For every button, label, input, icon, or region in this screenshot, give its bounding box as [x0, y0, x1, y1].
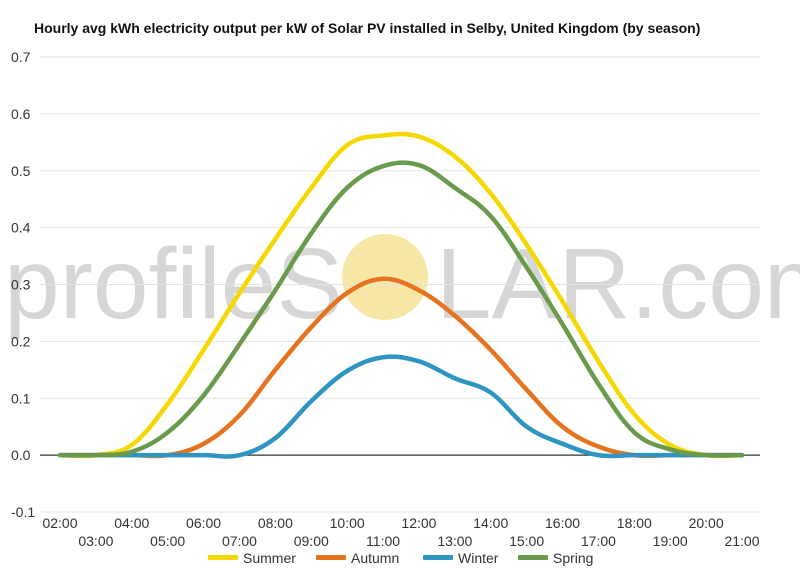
x-tick-label: 16:00 — [545, 515, 580, 531]
y-tick-label: 0.6 — [11, 106, 31, 122]
x-tick-label: 05:00 — [150, 533, 185, 549]
y-tick-label: -0.1 — [11, 504, 35, 520]
x-tick-label: 07:00 — [222, 533, 257, 549]
x-tick-label: 21:00 — [724, 533, 759, 549]
x-tick-label: 11:00 — [366, 533, 400, 549]
legend-item-autumn[interactable]: Autumn — [316, 550, 399, 566]
x-tick-label: 08:00 — [258, 515, 293, 531]
legend-swatch — [208, 555, 238, 560]
x-tick-label: 17:00 — [581, 533, 616, 549]
legend-label: Summer — [243, 550, 296, 566]
x-tick-label: 13:00 — [437, 533, 472, 549]
gridlines — [40, 56, 760, 513]
legend-swatch — [423, 555, 453, 560]
y-tick-label: 0.7 — [11, 49, 31, 65]
y-tick-label: 0.0 — [11, 447, 31, 463]
legend-item-summer[interactable]: Summer — [208, 550, 296, 566]
y-tick-label: 0.3 — [11, 277, 31, 293]
x-tick-label: 12:00 — [401, 515, 436, 531]
series-line-spring — [57, 160, 745, 458]
x-tick-label: 19:00 — [653, 533, 688, 549]
x-tick-label: 06:00 — [186, 515, 221, 531]
legend-label: Autumn — [351, 550, 399, 566]
y-axis-ticks: -0.1 0.0 0.1 0.2 0.3 0.4 0.5 0.6 0.7 — [11, 49, 35, 520]
y-tick-label: 0.2 — [11, 333, 31, 349]
x-tick-label: 14:00 — [473, 515, 508, 531]
legend[interactable]: Summer Autumn Winter Spring — [208, 550, 593, 566]
series-line-winter — [57, 354, 745, 459]
legend-swatch — [316, 555, 346, 560]
legend-label: Spring — [553, 550, 593, 566]
series-line-summer — [57, 131, 745, 459]
y-tick-label: 0.1 — [11, 390, 31, 406]
x-tick-label: 03:00 — [78, 533, 113, 549]
x-tick-label: 02:00 — [42, 515, 77, 531]
x-tick-label: 10:00 — [330, 515, 365, 531]
x-tick-label: 20:00 — [689, 515, 724, 531]
x-tick-label: 09:00 — [294, 533, 329, 549]
legend-item-winter[interactable]: Winter — [423, 550, 499, 566]
x-tick-label: 18:00 — [617, 515, 652, 531]
x-tick-label: 04:00 — [114, 515, 149, 531]
y-tick-label: 0.5 — [11, 163, 31, 179]
legend-item-spring[interactable]: Spring — [518, 550, 593, 566]
legend-label: Winter — [458, 550, 499, 566]
x-axis-ticks: 02:0003:0004:0005:0006:0007:0008:0009:00… — [42, 515, 759, 549]
series-lines — [57, 131, 745, 459]
x-tick-label: 15:00 — [509, 533, 544, 549]
chart-title: Hourly avg kWh electricity output per kW… — [34, 20, 700, 36]
y-tick-label: 0.4 — [11, 220, 31, 236]
legend-swatch — [518, 555, 548, 560]
